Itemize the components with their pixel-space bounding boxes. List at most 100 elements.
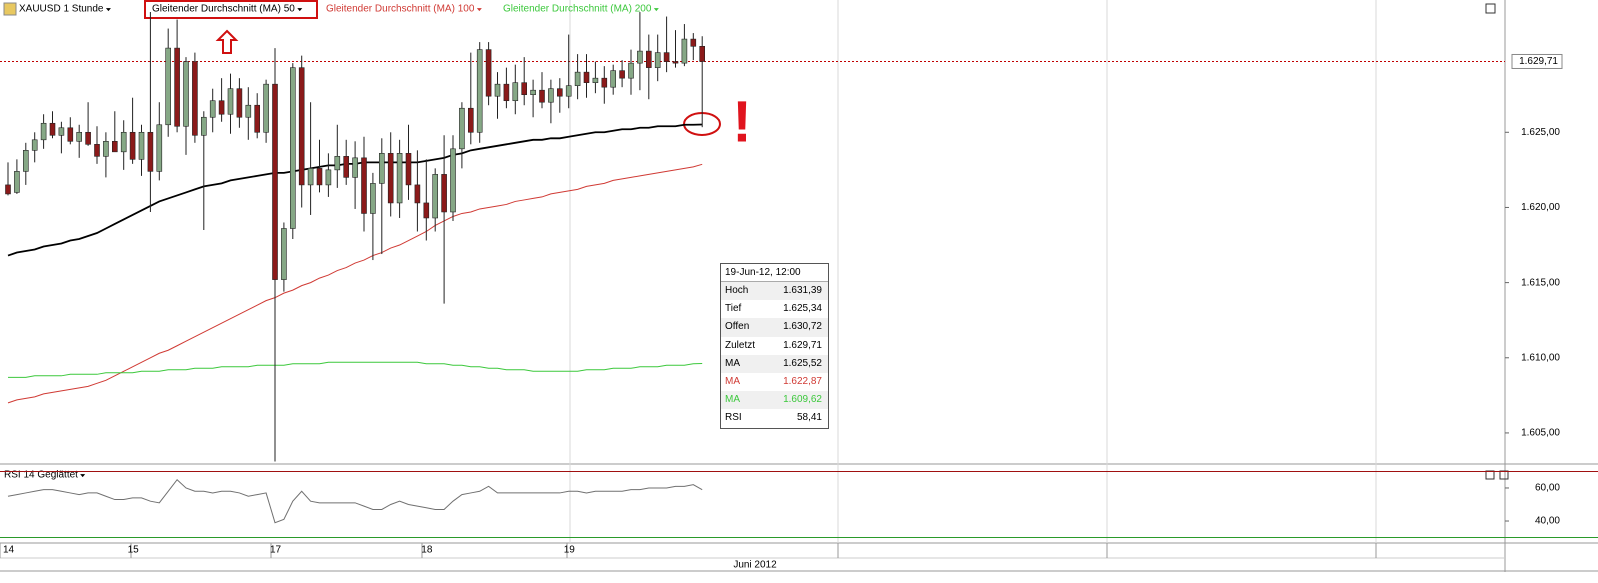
annotation: ! <box>732 89 751 154</box>
dropdown-caret <box>80 474 86 478</box>
candle-body <box>192 61 198 136</box>
series-line <box>8 361 703 378</box>
dropdown-caret <box>653 8 659 12</box>
candle-body <box>476 49 483 133</box>
candle-body <box>378 153 385 184</box>
candle-body <box>592 77 599 83</box>
candle-body <box>699 45 706 62</box>
series-line <box>7 163 703 404</box>
candle-body <box>628 62 634 79</box>
info-label: Zuletzt <box>725 339 756 351</box>
candle-body <box>76 131 82 142</box>
highlight-arrow <box>215 29 239 54</box>
dropdown-caret <box>105 8 111 12</box>
info-rows: Hoch 1.631,39 Tief 1.625,34 Offen 1.630,72 Zul… <box>721 282 828 428</box>
candle-body <box>530 89 536 96</box>
x-tick-label: 15 <box>128 545 140 556</box>
candle-body <box>459 107 465 150</box>
candle-body <box>467 107 474 133</box>
candle-body <box>690 38 697 47</box>
info-label: MA <box>725 375 740 387</box>
candle-body <box>343 156 350 178</box>
legend-entry: Gleitender Durchschnitt (MA) 50 <box>152 4 295 15</box>
info-value: 1.622,87 <box>783 375 822 387</box>
candle-body <box>236 88 243 118</box>
candle-body <box>165 47 171 126</box>
panel-title: RSI 14 Geglättet <box>4 470 78 481</box>
candle-body <box>103 141 109 157</box>
candle-body <box>218 100 225 115</box>
candle-body <box>227 88 234 115</box>
info-value: 1.625,34 <box>783 303 822 315</box>
window-button[interactable] <box>1485 3 1496 14</box>
info-label: Offen <box>725 321 750 333</box>
x-tick-label: 18 <box>421 545 433 556</box>
candle-body <box>494 83 501 97</box>
info-row: MA 1.609,62 <box>721 391 828 410</box>
dropdown-caret <box>297 8 303 12</box>
y-tick-label: 40,00 <box>1535 516 1560 527</box>
info-row: MA 1.622,87 <box>721 373 828 391</box>
info-value: 1.630,72 <box>783 321 822 333</box>
info-row: Tief 1.625,34 <box>721 300 828 318</box>
symbol-icon <box>3 2 17 16</box>
chart-title: XAUUSD 1 Stunde <box>19 4 104 15</box>
candle-body <box>129 131 136 160</box>
candle-body <box>370 183 376 214</box>
candle-body <box>423 202 430 219</box>
candle-body <box>49 122 56 136</box>
info-row: Hoch 1.631,39 <box>721 282 828 301</box>
candle-body <box>521 82 528 96</box>
candle-body <box>485 49 492 97</box>
info-value: 1.609,62 <box>783 394 822 406</box>
y-tick-label: 1.615,00 <box>1521 277 1560 288</box>
candle-body <box>40 122 47 141</box>
candle-body <box>112 141 118 153</box>
candle-body <box>22 150 29 172</box>
info-row: Offen 1.630,72 <box>721 318 828 337</box>
y-tick-label: 60,00 <box>1535 483 1560 494</box>
candle-body <box>405 153 412 186</box>
candle-body <box>147 131 154 172</box>
day-separators <box>0 543 1377 558</box>
x-tick-label: 17 <box>270 545 282 556</box>
candle-body <box>263 83 269 133</box>
info-label: Hoch <box>725 285 749 296</box>
legend-entry: Gleitender Durchschnitt (MA) 200 <box>503 4 652 15</box>
candle-body <box>31 139 38 151</box>
candle-body <box>201 116 207 136</box>
candle-body <box>637 50 643 64</box>
candle-body <box>432 174 439 219</box>
vertical-grid <box>569 0 1377 543</box>
candle-body <box>361 157 367 214</box>
candle-body <box>334 156 341 171</box>
info-label: Tief <box>725 303 742 315</box>
x-tick-label: 14 <box>3 545 15 556</box>
highlight-box <box>144 0 318 19</box>
candle-body <box>67 127 74 142</box>
candle-body <box>85 131 91 145</box>
info-value: 1.629,71 <box>783 339 822 351</box>
candle-body <box>307 168 314 186</box>
candle-body <box>138 131 145 160</box>
candle-body <box>583 71 590 83</box>
candle-body <box>645 50 652 68</box>
candle-body <box>503 83 510 102</box>
info-row: MA 1.625,52 <box>721 354 828 373</box>
candle-body <box>254 104 260 133</box>
candle-body <box>548 88 554 103</box>
candle-body <box>183 61 189 127</box>
info-label: MA <box>725 357 740 369</box>
y-tick-label: 1.605,00 <box>1521 428 1560 439</box>
candle-body <box>654 52 661 68</box>
last-price-label: 1.629,71 <box>1519 56 1558 67</box>
candle-body <box>298 67 305 186</box>
candle-body <box>120 131 127 153</box>
candle-body <box>601 77 608 88</box>
candle-body <box>565 85 572 97</box>
x-axis-label: Juni 2012 <box>733 560 777 571</box>
candle-body <box>387 153 394 204</box>
candle-body <box>619 70 625 79</box>
x-tick-label: 19 <box>564 545 576 556</box>
candle-body <box>610 70 617 88</box>
